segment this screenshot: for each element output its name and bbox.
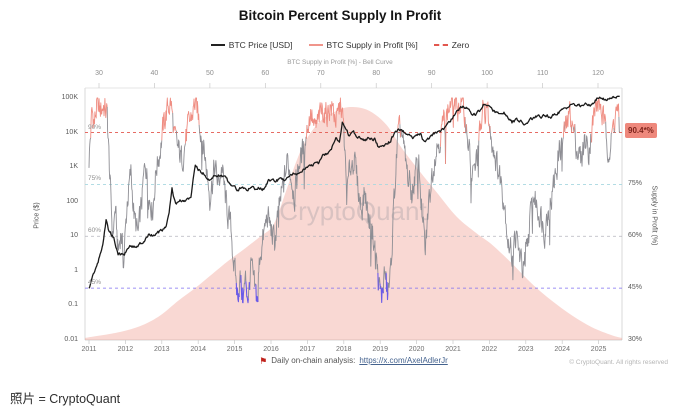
year-tick-label: 2022 (481, 346, 498, 353)
year-tick-label: 2017 (299, 346, 316, 353)
legend-label: BTC Price [USD] (228, 40, 293, 50)
year-tick-label: 2024 (554, 346, 570, 353)
page-title: Bitcoin Percent Supply In Profit (238, 8, 442, 23)
year-tick-label: 2025 (590, 346, 607, 353)
year-tick-label: 2013 (154, 346, 170, 353)
flag-icon: ⚑ (259, 355, 268, 366)
threshold-label: 75% (88, 175, 102, 183)
price-tick-label: 1 (74, 266, 78, 274)
year-tick-label: 2011 (81, 346, 97, 353)
top-axis-tick-label: 40 (150, 70, 159, 77)
footer-note: ⚑ Daily on-chain analysis: https://x.com… (85, 356, 622, 365)
threshold-label: 60% (88, 227, 102, 235)
year-tick-label: 2012 (117, 346, 134, 353)
top-axis-tick-label: 100 (481, 70, 493, 77)
year-tick-label: 2020 (408, 346, 425, 353)
threshold-label: 90% (88, 123, 102, 131)
price-tick-label: 10K (65, 128, 78, 136)
legend-item-supply-in-profit: BTC Supply in Profit [%] (308, 40, 418, 50)
year-tick-label: 2015 (226, 346, 243, 353)
price-tick-label: 0.01 (64, 336, 78, 343)
price-tick-label: 100K (61, 94, 78, 101)
year-tick-label: 2021 (445, 346, 461, 353)
price-line-marker-icon (210, 44, 225, 46)
threshold-label: 45% (88, 279, 102, 287)
top-axis-tick-label: 50 (205, 70, 214, 77)
top-axis-title: BTC Supply in Profit [%] - Bell Curve (287, 59, 393, 66)
top-axis-tick-label: 80 (372, 70, 381, 77)
supply-in-profit-line-lo (235, 272, 389, 304)
top-axis-tick-label: 70 (316, 70, 325, 77)
btc-price-line (88, 95, 620, 289)
year-tick-label: 2019 (372, 346, 388, 353)
photo-caption: 照片 = CryptoQuant (10, 392, 121, 406)
legend-label: Zero (451, 40, 470, 50)
top-axis-tick-label: 60 (261, 70, 270, 77)
price-tick-label: 100 (66, 197, 78, 205)
year-tick-label: 2014 (190, 346, 206, 353)
year-tick-label: 2023 (518, 346, 534, 353)
legend-item-zero: Zero (433, 40, 470, 50)
watermark: CryptoQuant (279, 196, 427, 226)
price-tick-label: 10 (70, 232, 78, 240)
right-axis-title: Supply in Profit (%) (650, 185, 658, 246)
year-tick-label: 2018 (336, 346, 352, 353)
top-axis-tick-label: 120 (592, 70, 604, 77)
price-tick-label: 0.1 (68, 301, 78, 309)
bell-curve (85, 106, 622, 340)
zero-line-marker-icon (433, 44, 448, 46)
chart-legend: BTC Price [USD] BTC Supply in Profit [%]… (0, 40, 680, 50)
top-axis-tick-label: 30 (95, 70, 103, 77)
footer-text: Daily on-chain analysis: (271, 356, 356, 365)
supply-tick-label: 45% (628, 284, 643, 292)
year-tick-label: 2016 (263, 346, 279, 353)
copyright-notice: © CryptoQuant. All rights reserved (569, 359, 668, 366)
top-axis-tick-label: 110 (536, 70, 549, 77)
footer-link[interactable]: https://x.com/AxelAdlerJr (359, 356, 448, 365)
current-value-badge: 90.4*% (625, 123, 657, 138)
legend-item-btc-price: BTC Price [USD] (210, 40, 293, 50)
supply-tick-label: 30% (628, 336, 643, 343)
left-axis-title: Price ($) (33, 202, 41, 229)
supply-tick-label: 60% (628, 232, 643, 240)
price-tick-label: 1K (69, 163, 78, 171)
top-axis-tick-label: 90 (427, 70, 436, 77)
supply-line-marker-icon (308, 44, 323, 46)
supply-tick-label: 75% (628, 180, 643, 188)
legend-label: BTC Supply in Profit [%] (326, 40, 418, 50)
